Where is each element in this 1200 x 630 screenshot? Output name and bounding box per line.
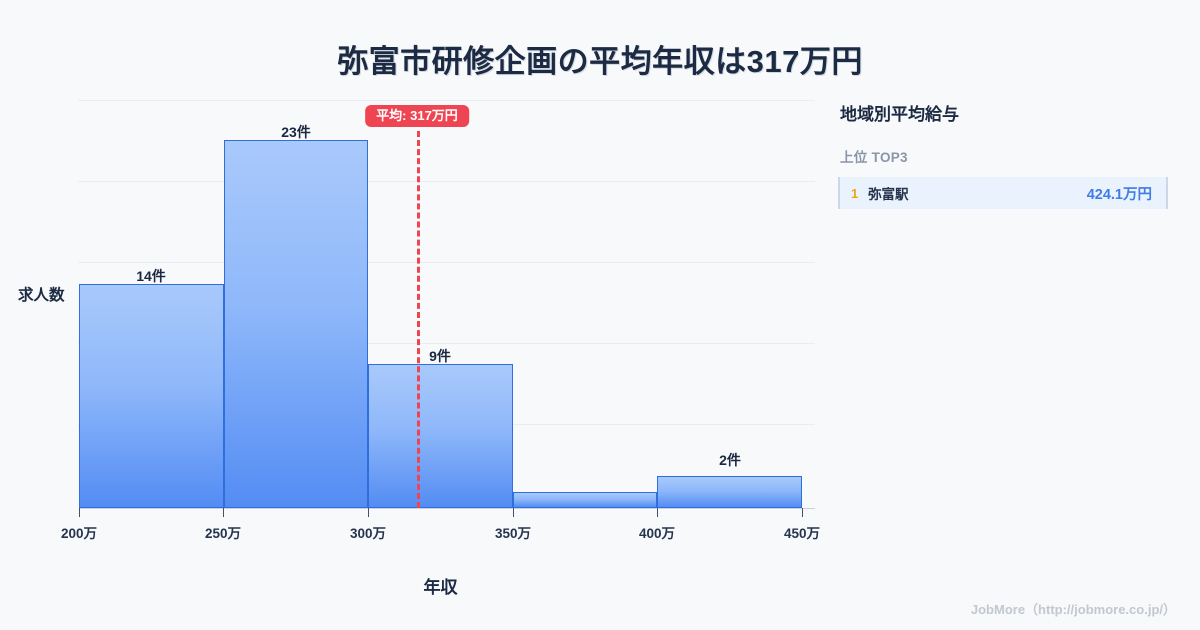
ranking-list: 1 弥富駅 424.1万円 [838, 177, 1168, 209]
x-axis-tick-label: 300万 [349, 526, 387, 541]
rank-value: 424.1万円 [1086, 186, 1152, 203]
x-axis-tick-label: 450万 [783, 526, 821, 541]
gridline [78, 343, 815, 344]
page-title: 弥富市研修企画の平均年収は317万円 [337, 44, 863, 79]
bar-value-label: 9件 [429, 348, 451, 364]
sidebar-subtitle: 上位 TOP3 [840, 150, 908, 165]
x-axis-tick [802, 508, 803, 517]
x-axis-tick [223, 508, 224, 517]
x-axis-line [79, 508, 815, 509]
x-axis-tick [79, 508, 80, 517]
histogram-bar[interactable] [223, 140, 369, 508]
sidebar-title: 地域別平均給与 [840, 105, 959, 124]
regional-salary-panel: 地域別平均給与 上位 TOP3 1 弥富駅 424.1万円 [838, 100, 1168, 209]
rank-number: 1 [851, 185, 859, 201]
rank-name: 弥富駅 [868, 187, 909, 202]
histogram-bar[interactable] [368, 364, 513, 508]
x-axis-tick-label: 250万 [204, 526, 242, 541]
x-axis-tick [513, 508, 514, 517]
x-axis-tick-label: 200万 [60, 526, 98, 541]
bar-value-label: 14件 [136, 268, 166, 284]
histogram-bar[interactable] [79, 284, 224, 508]
average-line [417, 131, 420, 508]
histogram-bar[interactable] [657, 476, 802, 508]
gridline [78, 181, 815, 182]
y-axis-title: 求人数 [18, 287, 65, 304]
x-axis-tick-label: 400万 [638, 526, 676, 541]
average-badge: 平均: 317万円 [365, 105, 469, 127]
histogram-chart: 14件 23件 9件 2件 200万 250万 300万 350万 400万 4… [18, 100, 821, 597]
list-item[interactable]: 1 弥富駅 424.1万円 [838, 177, 1168, 209]
x-axis-tick [368, 508, 369, 517]
x-axis-title: 年収 [423, 578, 458, 597]
footer-watermark: JobMore（http://jobmore.co.jp/） [970, 602, 1176, 617]
bar-value-label: 23件 [281, 124, 311, 140]
histogram-bar[interactable] [512, 492, 658, 508]
gridline [78, 262, 815, 263]
x-axis-tick [657, 508, 658, 517]
gridline [78, 100, 815, 101]
x-axis-tick-label: 350万 [494, 526, 532, 541]
plot-area: 14件 23件 9件 2件 [78, 100, 815, 508]
bar-value-label: 2件 [719, 452, 741, 468]
